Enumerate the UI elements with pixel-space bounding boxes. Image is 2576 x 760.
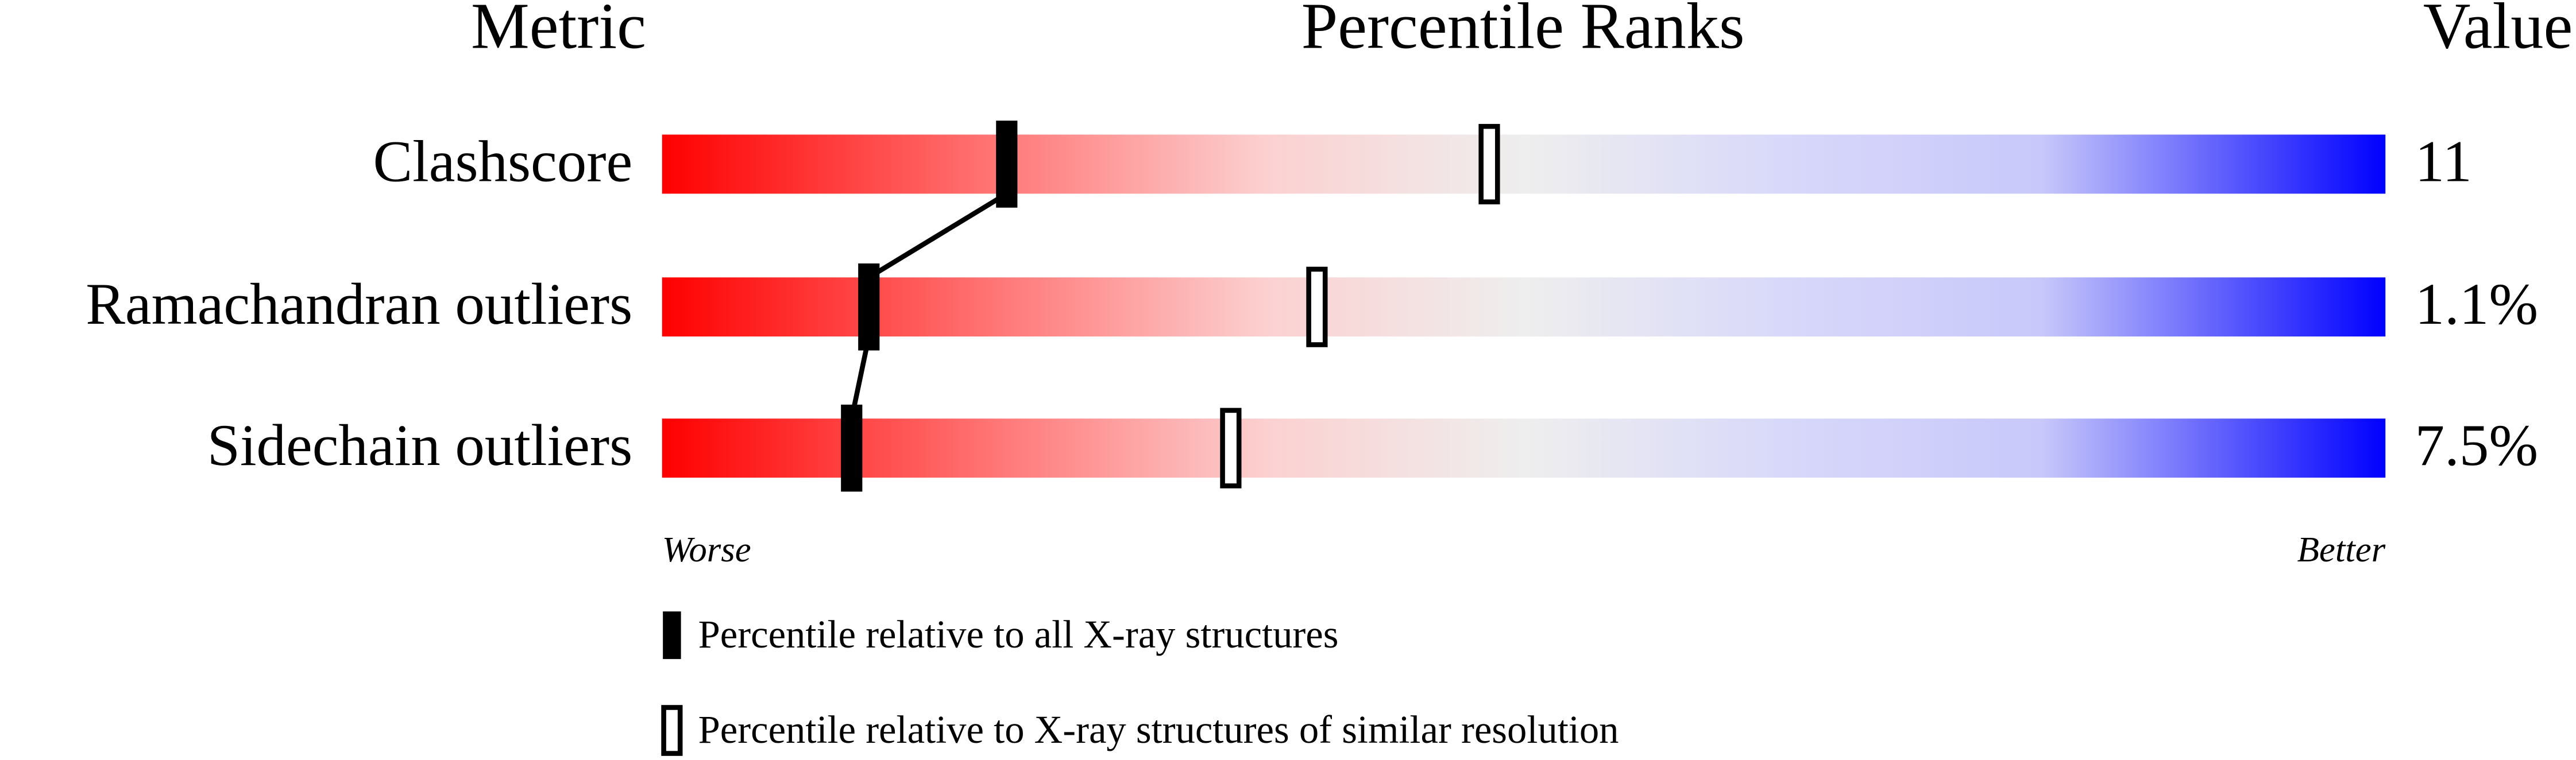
percentile-marker-all <box>996 121 1018 208</box>
value-label: 1.1% <box>2415 272 2538 337</box>
column-header: Metric <box>471 0 646 62</box>
legend-label: Percentile relative to X-ray structures … <box>698 708 1619 751</box>
metric-label: Clashscore <box>373 129 632 194</box>
axis-low-label: Worse <box>662 529 751 569</box>
column-header: Value <box>2423 0 2573 62</box>
legend-swatch <box>661 705 683 756</box>
percentile-marker-similar <box>1220 408 1242 488</box>
metric-label: Ramachandran outliers <box>86 272 632 337</box>
percentile-bar <box>662 134 2386 194</box>
chart-title: Percentile Ranks <box>1301 0 1745 62</box>
metric-label: Sidechain outliers <box>207 413 633 478</box>
legend-swatch <box>663 611 681 660</box>
percentile-marker-all <box>858 263 880 351</box>
value-label: 11 <box>2415 129 2472 194</box>
percentile-marker-similar <box>1306 266 1328 347</box>
axis-high-label: Better <box>2297 529 2385 569</box>
legend-label: Percentile relative to all X-ray structu… <box>698 612 1339 656</box>
percentile-marker-similar <box>1478 123 1500 205</box>
connector <box>867 191 1009 280</box>
percentile-bar <box>662 418 2386 478</box>
value-label: 7.5% <box>2415 413 2538 478</box>
percentile-bar <box>662 277 2386 337</box>
percentile-marker-all <box>841 404 863 492</box>
